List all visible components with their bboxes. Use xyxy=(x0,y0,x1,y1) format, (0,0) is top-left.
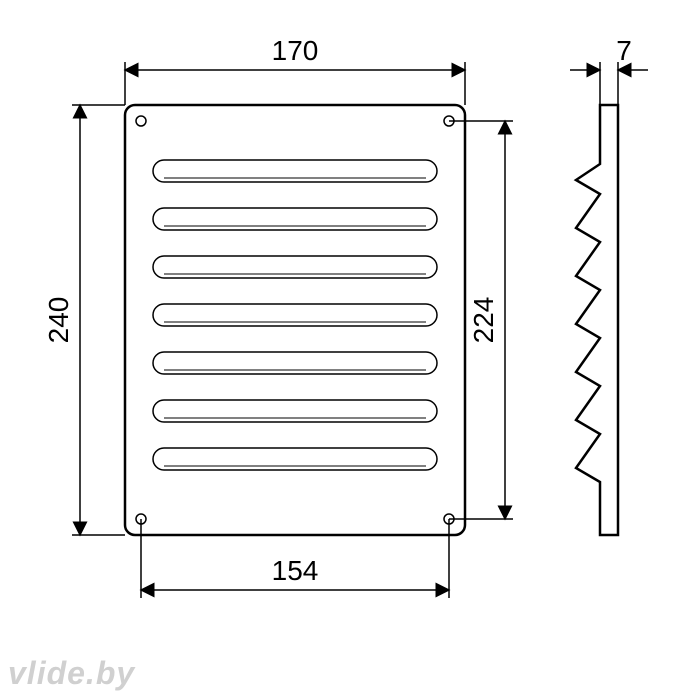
dimension-text: 7 xyxy=(616,35,632,66)
louver xyxy=(153,448,437,470)
dimension-text: 240 xyxy=(43,297,74,344)
dimension-text: 170 xyxy=(272,35,319,66)
dimension-text: 224 xyxy=(468,297,499,344)
louver xyxy=(153,160,437,182)
dimension-text: 154 xyxy=(272,555,319,586)
louver xyxy=(153,304,437,326)
watermark: vlide.by xyxy=(8,655,135,692)
mounting-hole xyxy=(136,116,146,126)
louver xyxy=(153,256,437,278)
louver xyxy=(153,352,437,374)
louver xyxy=(153,208,437,230)
side-profile xyxy=(576,105,618,535)
louver xyxy=(153,400,437,422)
